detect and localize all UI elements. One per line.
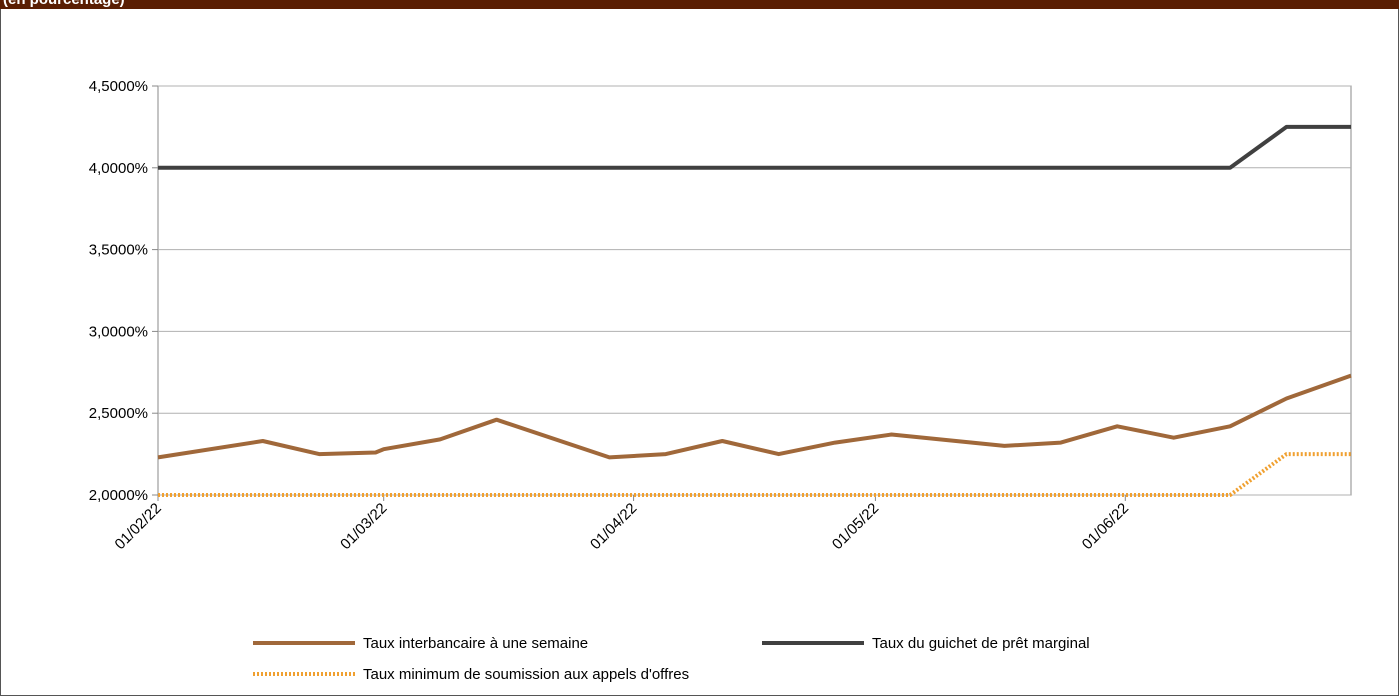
series-line-1 (158, 124, 1351, 170)
y-tick-label: 3,5000% (89, 242, 148, 259)
x-tick-label: 01/06/22 (1079, 500, 1132, 553)
x-tick-label: 01/02/22 (112, 500, 165, 553)
legend: Taux interbancaire à une semaine Taux du … (253, 635, 1090, 683)
legend-label-0: Taux interbancaire à une semaine (363, 635, 588, 652)
series-line-2 (158, 452, 1351, 497)
chart-header: (en pourcentage) (0, 0, 1399, 9)
y-tick-label: 3,0000% (89, 323, 148, 340)
x-tick-label: 01/04/22 (587, 500, 640, 553)
series-line-0 (157, 373, 1352, 460)
y-tick-label: 4,0000% (89, 160, 148, 177)
gridlines (157, 85, 1352, 496)
x-axis-ticks: 01/02/22 01/03/22 01/04/22 01/05/22 01/06/22 (112, 495, 1132, 553)
y-tick-label: 2,0000% (89, 487, 148, 504)
y-tick-label: 4,5000% (89, 78, 148, 95)
legend-label-2: Taux minimum de soumission aux appels d'… (363, 666, 689, 683)
x-tick-label: 01/03/22 (337, 500, 390, 553)
x-tick-label: 01/05/22 (829, 500, 882, 553)
y-tick-label: 2,5000% (89, 405, 148, 422)
y-axis-ticks: 2,0000% 2,5000% 3,0000% 3,5000% 4,0000% 4,500… (89, 78, 158, 504)
plot-area-border (157, 85, 1352, 496)
chart-subtitle: (en pourcentage) (3, 0, 125, 8)
legend-label-1: Taux du guichet de prêt marginal (872, 635, 1090, 652)
series-lines (157, 124, 1352, 497)
